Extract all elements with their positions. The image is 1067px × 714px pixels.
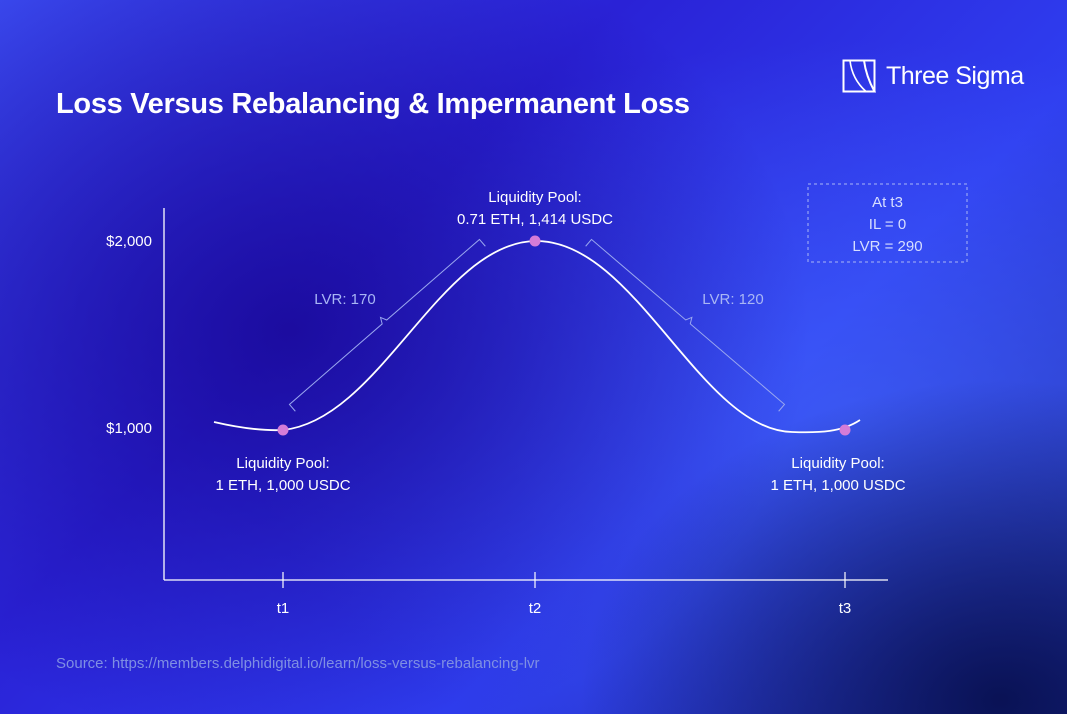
data-point-t3: [839, 424, 851, 436]
chart-title: Loss Versus Rebalancing & Impermanent Lo…: [56, 88, 690, 120]
brand-logo: Three Sigma: [842, 58, 1024, 94]
lvr-bracket-t1-t2: [288, 238, 486, 412]
data-point-t2: [529, 235, 541, 247]
pool-label-t2-line-0: Liquidity Pool:: [488, 189, 581, 206]
x-tick-label-t2: t2: [529, 600, 542, 617]
note-line-1: IL = 0: [869, 216, 906, 233]
x-tick-label-t1: t1: [277, 600, 290, 617]
lvr-label-t1-t2: LVR: 170: [314, 291, 375, 308]
pool-label-t3-line-1: 1 ETH, 1,000 USDC: [770, 477, 905, 494]
three-sigma-logo-icon: [842, 59, 876, 93]
pool-label-t3-line-0: Liquidity Pool:: [791, 455, 884, 472]
lvr-label-t2-t3: LVR: 120: [702, 291, 763, 308]
data-point-t1: [277, 424, 289, 436]
note-line-0: At t3: [872, 194, 903, 211]
price-curve: [213, 240, 861, 434]
note-box: [807, 183, 968, 263]
note-line-2: LVR = 290: [852, 238, 922, 255]
y-tick-label-1: $2,000: [106, 233, 152, 250]
pool-label-t1-line-1: 1 ETH, 1,000 USDC: [215, 477, 350, 494]
pool-label-t2-line-1: 0.71 ETH, 1,414 USDC: [457, 211, 613, 228]
x-tick-label-t3: t3: [839, 600, 852, 617]
y-tick-label-0: $1,000: [106, 420, 152, 437]
lvr-bracket-t2-t3: [585, 238, 786, 412]
brand-name: Three Sigma: [886, 61, 1024, 90]
source-text: Source: https://members.delphidigital.io…: [56, 655, 540, 672]
pool-label-t1-line-0: Liquidity Pool:: [236, 455, 329, 472]
